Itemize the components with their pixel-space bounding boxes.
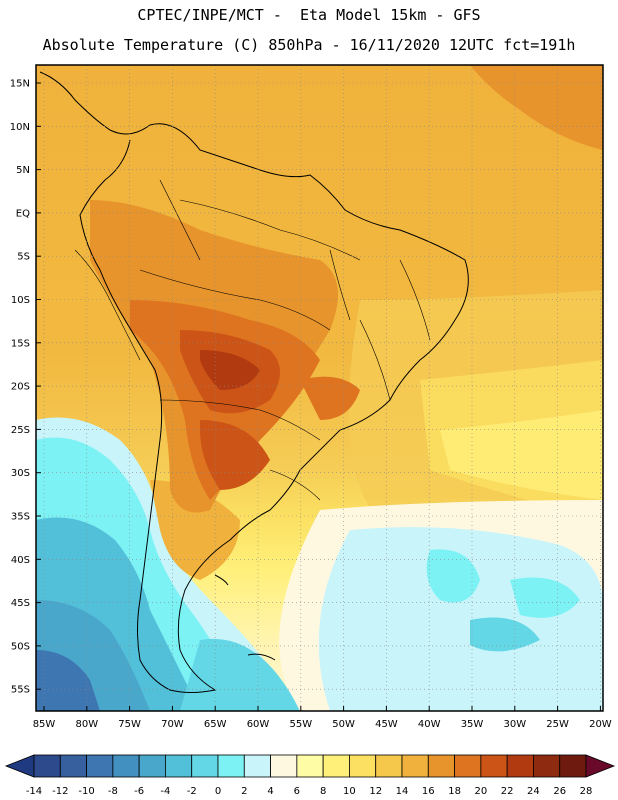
- lat-label: 40S: [11, 555, 30, 566]
- lat-label: 30S: [11, 468, 30, 479]
- colorbar-under-arrow: [4, 754, 35, 778]
- colorbar-over-arrow: [585, 754, 616, 778]
- graticule: [36, 65, 603, 711]
- map-title-line1: CPTEC/INPE/MCT - Eta Model 15km - GFS: [137, 6, 481, 24]
- lon-label: 75W: [118, 719, 141, 730]
- latitude-labels: 15N 10N 5N EQ 5S 10S 15S 20S 25S 30S 35S 40S 45S 50S 5…: [10, 79, 30, 696]
- colorbar-swatch: [322, 754, 350, 778]
- lon-label: 25W: [546, 719, 569, 730]
- colorbar: -14 -12 -10 -8 -6 -4 -2 0 2 4 6 8 10 12 14 16 18 20 22 24 26…: [4, 754, 616, 797]
- lat-label: 50S: [11, 641, 30, 652]
- lat-label: 55S: [11, 685, 30, 696]
- colorbar-swatch: [454, 754, 482, 778]
- lat-label: 15N: [10, 79, 30, 90]
- colorbar-swatch: [33, 754, 61, 778]
- lat-label: 5N: [16, 165, 30, 176]
- colorbar-swatch: [217, 754, 245, 778]
- colorbar-swatch: [375, 754, 403, 778]
- colorbar-swatch: [533, 754, 561, 778]
- colorbar-swatch: [506, 754, 534, 778]
- lon-label: 30W: [503, 719, 526, 730]
- lat-label: 5S: [17, 252, 30, 263]
- longitude-labels: 85W 80W 75W 70W 65W 60W 55W 50W 45W 40W 35W 30W 25W 2…: [33, 719, 612, 730]
- colorbar-swatch: [165, 754, 193, 778]
- colorbar-tick-label: 24: [527, 786, 540, 797]
- colorbar-tick-label: 4: [267, 786, 273, 797]
- colorbar-tick-label: 10: [343, 786, 356, 797]
- colorbar-swatch: [243, 754, 271, 778]
- lat-label: 25S: [11, 425, 30, 436]
- colorbar-tick-label: -6: [134, 786, 144, 797]
- colorbar-tick-label: 26: [553, 786, 566, 797]
- lat-label: 10N: [10, 122, 30, 133]
- colorbar-swatch: [349, 754, 377, 778]
- coastline: [39, 71, 469, 693]
- colorbar-tick-label: -12: [52, 786, 68, 797]
- colorbar-tick-label: 2: [241, 786, 247, 797]
- colorbar-tick-label: -8: [108, 786, 118, 797]
- lat-label: 15S: [11, 338, 30, 349]
- colorbar-tick-label: -10: [78, 786, 94, 797]
- colorbar-swatch: [480, 754, 508, 778]
- colorbar-swatch: [86, 754, 114, 778]
- colorbar-tick-label: 28: [580, 786, 593, 797]
- lon-label: 70W: [161, 719, 184, 730]
- colorbar-tick-label: 22: [501, 786, 514, 797]
- colorbar-tick-label: 6: [294, 786, 300, 797]
- lon-label: 35W: [461, 719, 484, 730]
- colorbar-tick-label: 8: [320, 786, 326, 797]
- colorbar-tick-label: 0: [215, 786, 221, 797]
- colorbar-tick-label: 18: [448, 786, 461, 797]
- map-frame: [35, 64, 604, 712]
- colorbar-swatch: [559, 754, 587, 778]
- lon-label: 45W: [375, 719, 398, 730]
- lon-label: 85W: [33, 719, 56, 730]
- lon-label: 50W: [332, 719, 355, 730]
- colorbar-tick-label: 20: [474, 786, 487, 797]
- colorbar-swatch: [59, 754, 87, 778]
- colorbar-swatch: [296, 754, 324, 778]
- lat-label: 35S: [11, 512, 30, 523]
- colorbar-tick-label: -14: [26, 786, 42, 797]
- lon-label: 55W: [289, 719, 312, 730]
- colorbar-tick-label: -4: [160, 786, 170, 797]
- colorbar-swatch: [138, 754, 166, 778]
- lat-label: EQ: [16, 208, 30, 219]
- lat-label: 45S: [11, 598, 30, 609]
- colorbar-swatch: [112, 754, 140, 778]
- lon-label: 80W: [75, 719, 98, 730]
- colorbar-tick-label: 16: [422, 786, 435, 797]
- colorbar-swatch: [401, 754, 429, 778]
- lon-label: 20W: [589, 719, 612, 730]
- lon-label: 60W: [247, 719, 270, 730]
- colorbar-tick-label: 12: [369, 786, 382, 797]
- map-title-line2: Absolute Temperature (C) 850hPa - 16/11/…: [42, 36, 576, 54]
- colorbar-swatch: [191, 754, 219, 778]
- colorbar-tick-label: 14: [396, 786, 409, 797]
- lon-label: 40W: [418, 719, 441, 730]
- colorbar-swatch: [270, 754, 298, 778]
- lon-label: 65W: [204, 719, 227, 730]
- lat-label: 10S: [11, 295, 30, 306]
- colorbar-swatch: [427, 754, 455, 778]
- temperature-field: [36, 65, 603, 711]
- colorbar-tick-label: -2: [187, 786, 197, 797]
- lat-label: 20S: [11, 382, 30, 393]
